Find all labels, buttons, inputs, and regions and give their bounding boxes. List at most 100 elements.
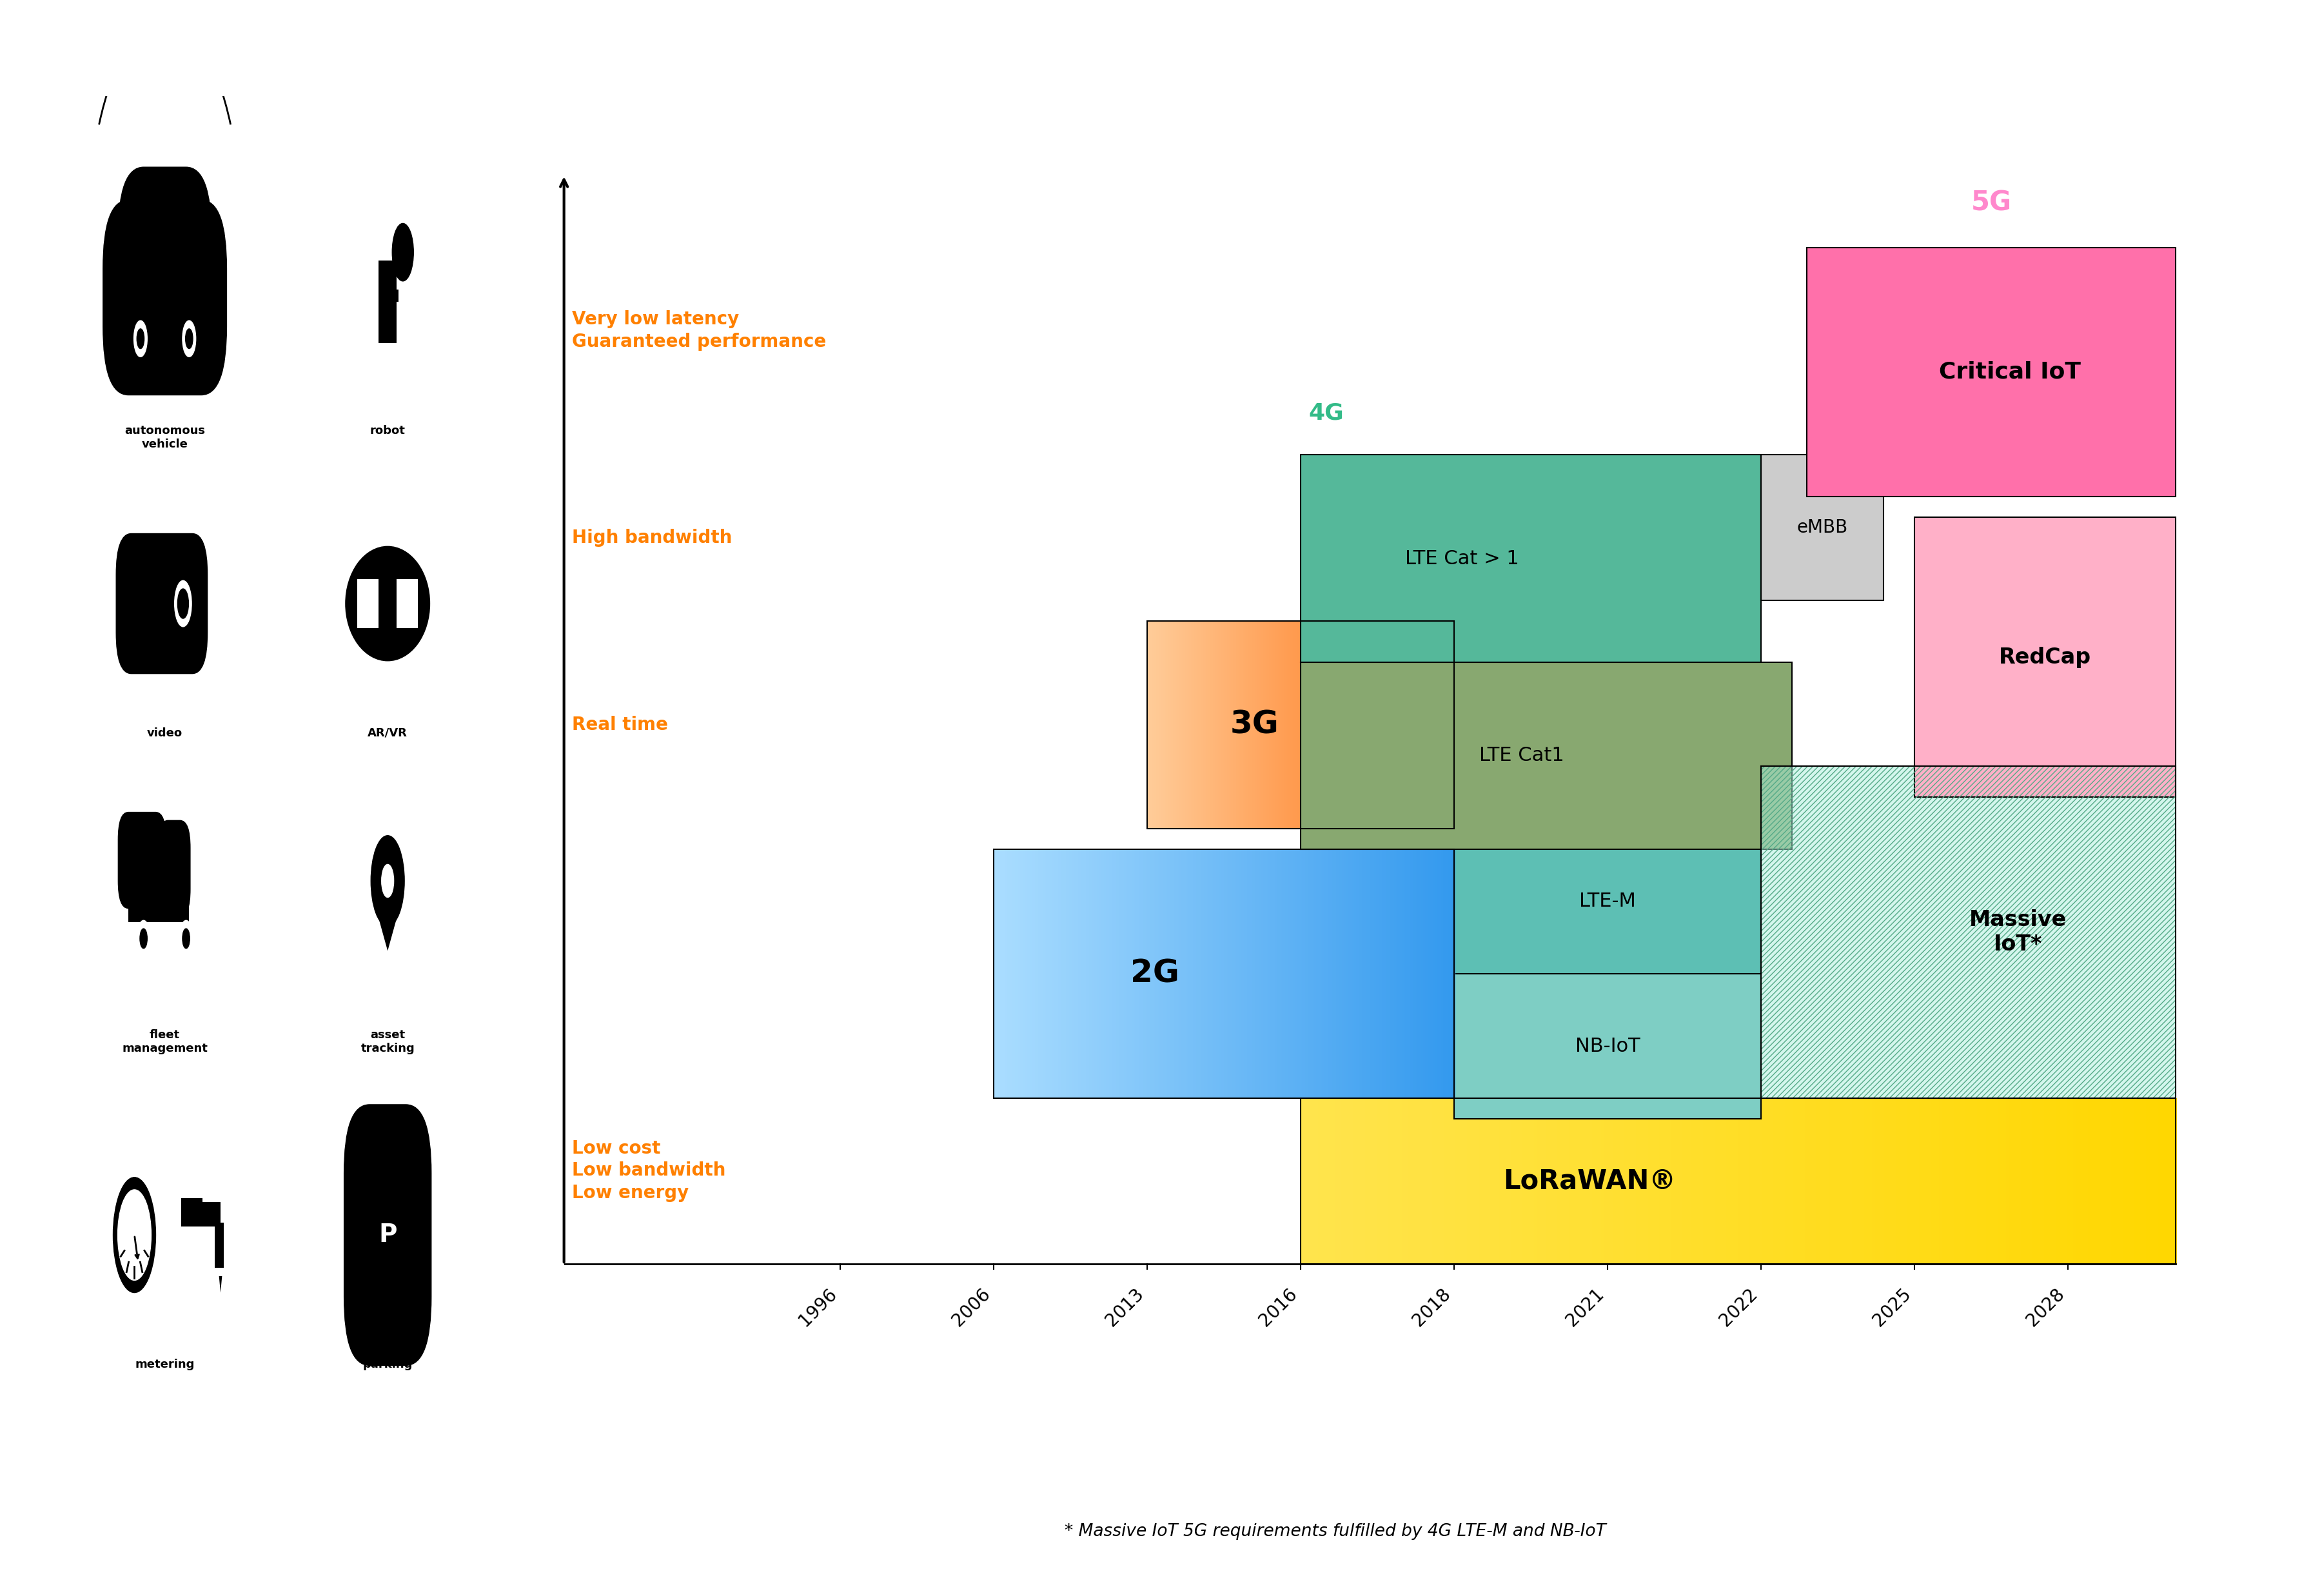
- Bar: [1425, 849, 1427, 1098]
- Bar: [1450, 621, 1453, 828]
- Bar: [1400, 849, 1404, 1098]
- Bar: [2035, 1098, 2040, 1264]
- Bar: [1181, 621, 1186, 828]
- Bar: [2074, 1098, 2079, 1264]
- Bar: [1303, 849, 1305, 1098]
- Bar: [2162, 1098, 2166, 1264]
- Bar: [1098, 849, 1100, 1098]
- Bar: [1425, 621, 1427, 828]
- Bar: [1924, 1098, 1929, 1264]
- Bar: [1174, 849, 1179, 1098]
- Bar: [1287, 849, 1289, 1098]
- Bar: [1482, 1098, 1485, 1264]
- Bar: [1411, 621, 1413, 828]
- Bar: [1236, 621, 1241, 828]
- Bar: [1540, 1098, 1545, 1264]
- Bar: [1186, 621, 1188, 828]
- Bar: [1181, 849, 1183, 1098]
- Bar: [1745, 1098, 1747, 1264]
- Text: 2021: 2021: [1563, 1285, 1607, 1329]
- Bar: [1264, 849, 1266, 1098]
- Bar: [1381, 849, 1386, 1098]
- Bar: [1220, 849, 1222, 1098]
- Bar: [2150, 1098, 2155, 1264]
- Bar: [1326, 621, 1328, 828]
- Text: Massive
IoT*: Massive IoT*: [1968, 910, 2067, 954]
- Bar: [1128, 849, 1130, 1098]
- Bar: [1922, 1098, 1927, 1264]
- Bar: [1206, 621, 1209, 828]
- Bar: [1450, 621, 1453, 828]
- Bar: [1883, 1098, 1888, 1264]
- Bar: [1439, 621, 1441, 828]
- Bar: [1738, 1098, 1743, 1264]
- Bar: [1241, 849, 1243, 1098]
- Bar: [2102, 1098, 2106, 1264]
- Bar: [1413, 1098, 1418, 1264]
- Bar: [1662, 1098, 1667, 1264]
- Bar: [1379, 849, 1381, 1098]
- Bar: [2166, 1098, 2171, 1264]
- Bar: [1287, 621, 1289, 828]
- Bar: [1153, 849, 1156, 1098]
- Bar: [1326, 621, 1328, 828]
- Bar: [1312, 621, 1314, 828]
- Bar: [1381, 621, 1384, 828]
- Bar: [1337, 849, 1340, 1098]
- Bar: [1812, 1098, 1816, 1264]
- Bar: [1572, 1098, 1577, 1264]
- Bar: [1446, 1098, 1450, 1264]
- Bar: [1501, 1098, 1506, 1264]
- Bar: [1496, 1098, 1501, 1264]
- Bar: [1342, 621, 1344, 828]
- Bar: [2007, 1098, 2010, 1264]
- Bar: [1268, 621, 1271, 828]
- Bar: [1236, 849, 1238, 1098]
- Bar: [1413, 849, 1416, 1098]
- Bar: [1029, 849, 1031, 1098]
- Bar: [1386, 621, 1388, 828]
- Bar: [1248, 621, 1250, 828]
- Bar: [1370, 849, 1372, 1098]
- Bar: [1165, 621, 1167, 828]
- Bar: [2134, 1098, 2139, 1264]
- Circle shape: [136, 329, 145, 348]
- Bar: [1158, 621, 1160, 828]
- Bar: [1268, 621, 1271, 828]
- Bar: [1296, 849, 1298, 1098]
- Bar: [1017, 849, 1020, 1098]
- Bar: [1211, 621, 1213, 828]
- Bar: [1954, 1098, 1959, 1264]
- Bar: [1805, 1098, 1809, 1264]
- Bar: [1091, 849, 1093, 1098]
- Bar: [1413, 621, 1416, 828]
- Circle shape: [182, 321, 196, 358]
- Bar: [1308, 849, 1310, 1098]
- Bar: [2051, 1098, 2053, 1264]
- Bar: [1245, 621, 1248, 828]
- Text: video: video: [147, 728, 182, 739]
- Bar: [1087, 849, 1091, 1098]
- Bar: [1308, 1098, 1310, 1264]
- Bar: [382, 289, 398, 302]
- Bar: [1128, 849, 1133, 1098]
- Bar: [1285, 621, 1287, 828]
- Bar: [1377, 621, 1379, 828]
- Bar: [1181, 621, 1183, 828]
- Bar: [1202, 849, 1206, 1098]
- Bar: [1222, 621, 1225, 828]
- Bar: [1298, 621, 1301, 828]
- Bar: [1439, 849, 1441, 1098]
- Bar: [1312, 1098, 1317, 1264]
- Bar: [1395, 621, 1397, 828]
- Bar: [1169, 849, 1174, 1098]
- Bar: [1261, 849, 1264, 1098]
- Text: AR/VR: AR/VR: [368, 728, 407, 739]
- Text: autonomous
vehicle: autonomous vehicle: [124, 425, 205, 450]
- Bar: [1236, 621, 1238, 828]
- Bar: [1453, 621, 1455, 828]
- Bar: [1639, 1098, 1644, 1264]
- Bar: [1379, 1098, 1384, 1264]
- Bar: [1356, 1098, 1360, 1264]
- Bar: [1370, 621, 1372, 828]
